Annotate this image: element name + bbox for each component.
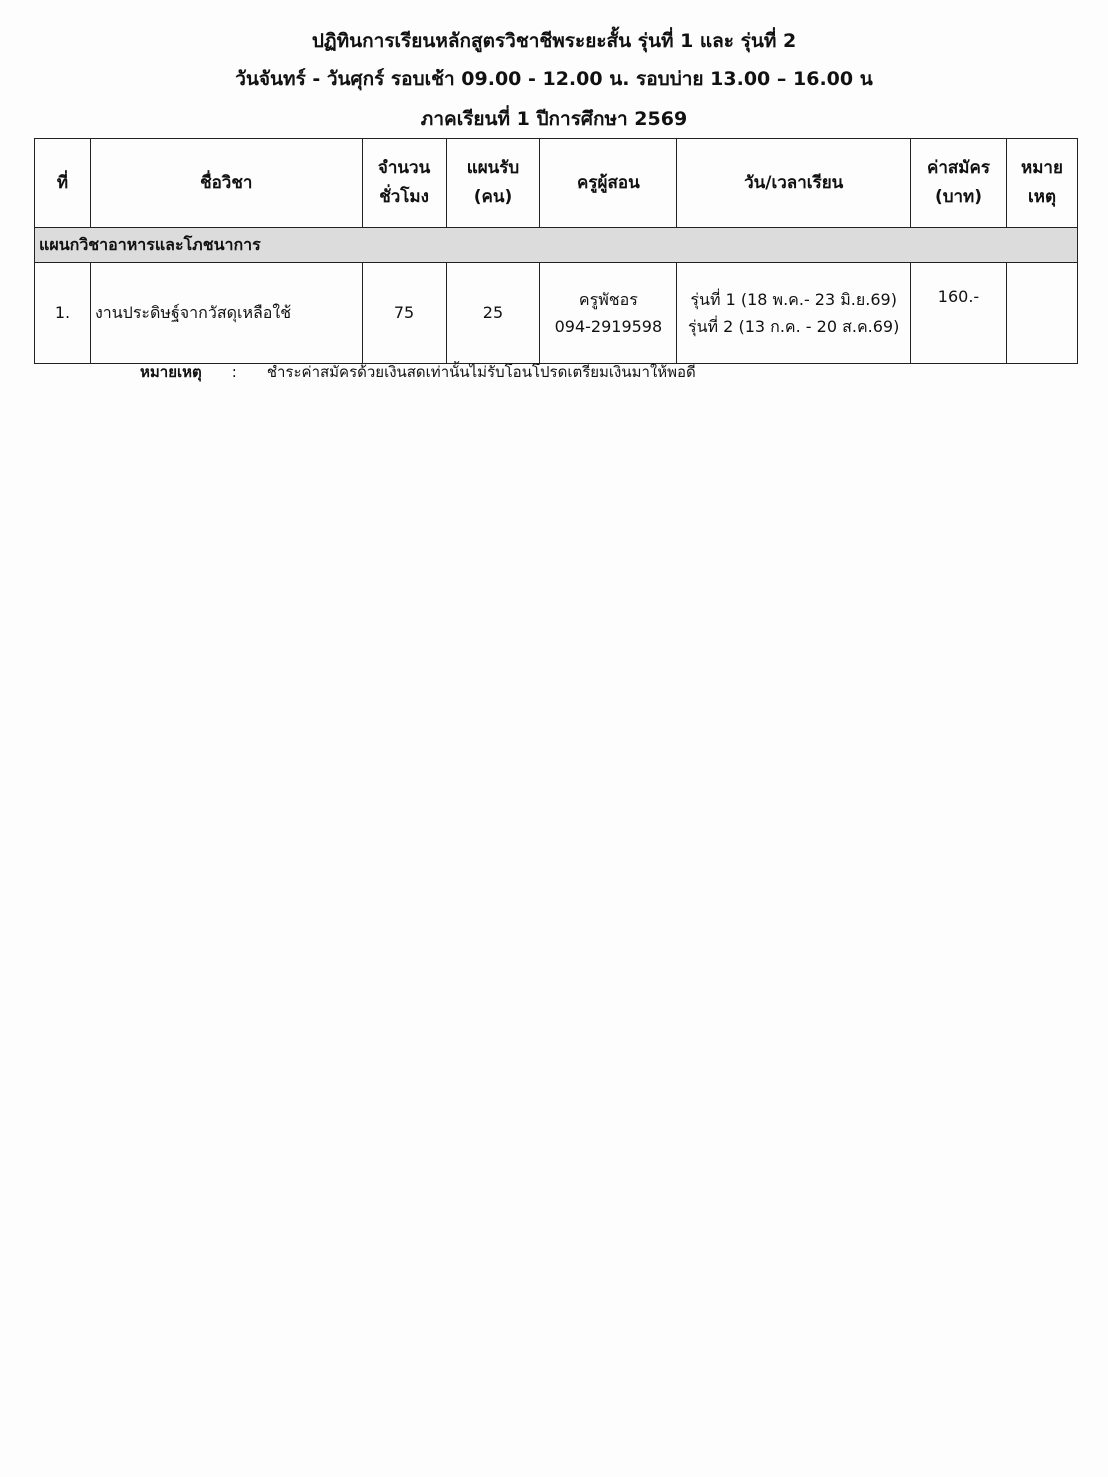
cell-schedule: รุ่นที่ 1 (18 พ.ค.- 23 มิ.ย.69) รุ่นที่ 2… (676, 262, 912, 364)
table-header: ที่ ชื่อวิชา จำนวน ชั่วโมง แผนรับ (คน) ครู… (34, 138, 1079, 228)
table-row: 1. งานประดิษฐ์จากวัสดุเหลือใช้ 75 25 ครู… (34, 262, 1079, 364)
note: หมายเหตุ: ชำระค่าสมัครด้วยเงินสดเท่านั้นไ… (140, 363, 696, 381)
title-line-2: วันจันทร์ - วันศุกร์ รอบเช้า 09.00 - 12.… (235, 68, 873, 90)
category-row: แผนกวิชาอาหารและโภชนาการ (34, 227, 1078, 263)
title-line-1: ปฏิทินการเรียนหลักสูตรวิชาชีพระยะสั้น รุ… (311, 30, 797, 52)
col-fee: ค่าสมัคร (บาท) (910, 138, 1007, 228)
col-no: ที่ (34, 138, 91, 228)
cell-no: 1. (34, 262, 91, 364)
col-hours: จำนวน ชั่วโมง (361, 138, 447, 228)
title-line-3: ภาคเรียนที่ 1 ปีการศึกษา 2569 (420, 108, 688, 130)
cell-remark (1005, 262, 1079, 364)
cell-fee: 160.- (910, 262, 1007, 364)
cell-hours: 75 (361, 262, 447, 364)
cell-subject: งานประดิษฐ์จากวัสดุเหลือใช้ (89, 262, 363, 364)
col-schedule: วัน/เวลาเรียน (676, 138, 912, 228)
col-teacher: ครูผู้สอน (539, 138, 678, 228)
note-label: หมายเหตุ (140, 363, 202, 381)
col-capacity: แผนรับ (คน) (445, 138, 541, 228)
schedule-table: ที่ ชื่อวิชา จำนวน ชั่วโมง แผนรับ (คน) ครู… (34, 138, 1079, 364)
note-text: ชำระค่าสมัครด้วยเงินสดเท่านั้นไม่รับโอนโ… (266, 363, 696, 381)
col-subject: ชื่อวิชา (89, 138, 363, 228)
col-remark: หมาย เหตุ (1005, 138, 1079, 228)
cell-capacity: 25 (445, 262, 541, 364)
cell-teacher: ครูพัชอร 094-2919598 (539, 262, 678, 364)
